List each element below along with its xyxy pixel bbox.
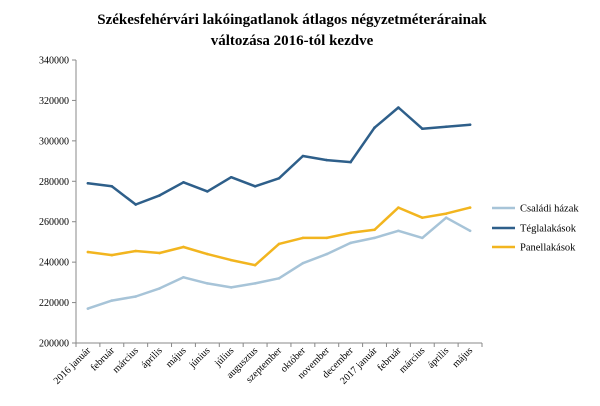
data-point — [301, 261, 305, 265]
data-point — [182, 180, 185, 184]
data-point — [277, 277, 281, 280]
y-tick-label: 300000 — [39, 136, 69, 147]
data-point — [134, 203, 138, 206]
data-point — [86, 182, 90, 185]
legend-label: Panellakások — [520, 243, 576, 254]
data-point — [277, 176, 281, 180]
data-point — [229, 286, 233, 289]
y-tick-label: 220000 — [39, 298, 69, 309]
data-point — [349, 241, 352, 245]
data-point — [301, 236, 305, 240]
data-point — [158, 287, 161, 290]
data-point — [373, 228, 376, 232]
y-tick-label: 260000 — [39, 217, 69, 228]
chart-title-line1: Székesfehérvári lakóingatlanok átlagos n… — [97, 12, 487, 28]
data-point — [444, 212, 448, 215]
data-point — [110, 185, 114, 188]
data-point — [134, 249, 138, 253]
x-tick-label: március — [111, 345, 141, 375]
data-point — [349, 231, 352, 235]
legend-label: Téglalakások — [520, 224, 577, 235]
x-tick-label: április — [426, 345, 452, 371]
data-point — [253, 282, 257, 285]
chart-title-line2: változása 2016-tól kezdve — [211, 33, 374, 49]
data-point — [420, 216, 424, 219]
axes: 200000 220000 240000 260000 280000 300000 3200… — [39, 56, 483, 387]
data-point — [277, 242, 281, 246]
data-point — [86, 307, 90, 310]
data-point — [110, 253, 114, 257]
data-point — [182, 245, 185, 249]
data-point — [301, 154, 305, 158]
data-point — [397, 106, 400, 109]
data-point — [468, 123, 472, 126]
data-point — [253, 185, 257, 188]
series-layer — [86, 106, 472, 310]
y-tick-label: 280000 — [39, 177, 69, 188]
y-tick-label: 240000 — [39, 258, 69, 269]
x-tick-label: április — [139, 345, 165, 371]
data-point — [86, 250, 90, 254]
data-point — [110, 299, 114, 302]
x-tick-label: május — [451, 345, 476, 370]
data-point — [206, 252, 209, 256]
y-tick-label: 200000 — [39, 339, 69, 350]
x-tick-label: 2016 január — [52, 345, 94, 387]
data-point — [468, 229, 472, 233]
data-point — [397, 229, 400, 233]
data-point — [325, 236, 329, 240]
y-tick-label: 340000 — [39, 56, 69, 67]
data-point — [420, 127, 424, 131]
data-point — [229, 175, 233, 179]
series-line-1 — [86, 106, 472, 206]
data-point — [158, 194, 161, 197]
data-point — [444, 216, 448, 219]
data-point — [325, 252, 329, 256]
x-tick-label: május — [164, 345, 189, 370]
data-point — [325, 158, 329, 162]
data-point — [206, 190, 209, 193]
data-point — [206, 282, 209, 285]
legend-label: Családi házak — [520, 204, 579, 215]
x-tick-label: március — [397, 345, 427, 375]
data-point — [158, 251, 161, 255]
data-point — [468, 206, 472, 209]
data-point — [373, 126, 376, 130]
y-tick-label: 320000 — [39, 96, 69, 107]
series-line-2 — [86, 206, 472, 267]
series-line-0 — [86, 216, 472, 310]
data-point — [420, 236, 424, 240]
data-point — [373, 236, 376, 240]
data-point — [134, 295, 138, 298]
data-point — [349, 160, 352, 164]
legend: Családi házak Téglalakások Panellakások — [492, 204, 579, 254]
data-point — [182, 276, 185, 279]
x-tick-label: június — [187, 345, 213, 371]
data-point — [444, 125, 448, 129]
data-point — [397, 206, 400, 209]
data-point — [229, 258, 233, 262]
data-point — [253, 263, 257, 267]
